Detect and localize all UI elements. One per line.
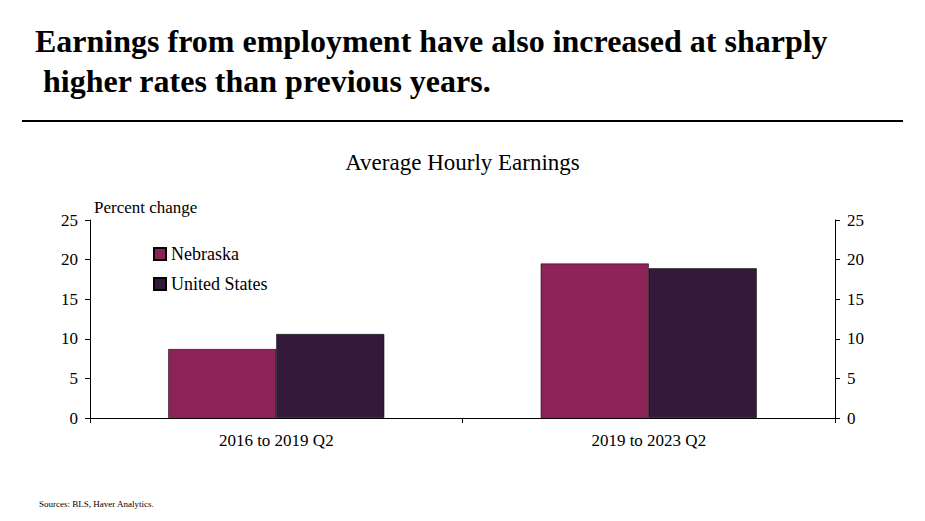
svg-text:Earnings from employment have: Earnings from employment have also incre… [35,23,828,59]
svg-text:higher rates than previous yea: higher rates than previous years. [35,63,491,99]
svg-text:5: 5 [847,369,856,388]
svg-text:Average Hourly Earnings: Average Hourly Earnings [345,150,580,175]
svg-text:Percent change: Percent change [94,198,197,217]
svg-text:0: 0 [70,409,79,428]
svg-text:United States: United States [171,274,268,294]
svg-text:0: 0 [847,409,856,428]
svg-text:Nebraska: Nebraska [171,244,239,264]
svg-text:10: 10 [61,329,78,348]
svg-text:25: 25 [61,211,78,230]
svg-text:20: 20 [61,250,78,269]
svg-text:10: 10 [847,329,864,348]
svg-text:15: 15 [61,290,78,309]
svg-text:2016 to 2019 Q2: 2016 to 2019 Q2 [219,431,334,450]
svg-text:2019 to 2023 Q2: 2019 to 2023 Q2 [591,431,706,450]
svg-text:25: 25 [847,211,864,230]
svg-text:15: 15 [847,290,864,309]
svg-text:Sources: BLS, Haver Analytics.: Sources: BLS, Haver Analytics. [39,499,154,509]
svg-text:5: 5 [70,369,79,388]
svg-text:20: 20 [847,250,864,269]
